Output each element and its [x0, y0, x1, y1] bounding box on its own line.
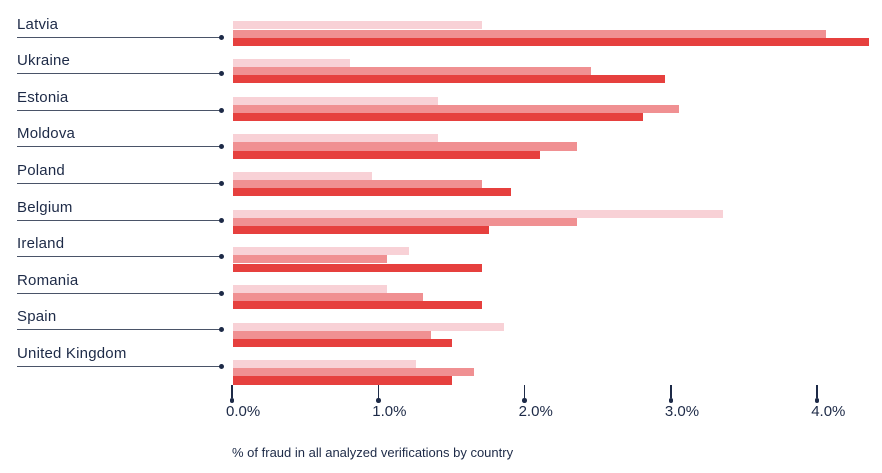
country-label: Latvia: [17, 15, 59, 33]
leader-line: [17, 365, 223, 367]
axis-tick-label: 1.0%: [372, 403, 407, 420]
salmon-bar: [233, 293, 424, 302]
red-bar: [233, 150, 541, 159]
light-pink-bar: [233, 96, 438, 105]
country-label: Ukraine: [17, 52, 71, 70]
axis-tick-dot: [668, 398, 674, 403]
leader-dot: [219, 144, 224, 150]
red-bar: [233, 263, 482, 272]
salmon-bar: [233, 255, 387, 264]
country-label: Estonia: [17, 88, 69, 106]
axis-tick-dot: [229, 398, 235, 403]
light-pink-bar: [233, 284, 387, 294]
light-pink-bar: [233, 322, 504, 331]
country-label: Ireland: [17, 235, 65, 253]
axis-tick-label: 3.0%: [664, 403, 700, 420]
axis-tick-label: 0.0%: [226, 403, 261, 420]
salmon-bar: [233, 330, 431, 339]
red-bar: [233, 37, 870, 46]
country-label: United Kingdom: [17, 344, 127, 362]
leader-line: [17, 146, 223, 148]
leader-line: [17, 329, 223, 331]
red-bar: [233, 112, 643, 121]
light-pink-bar: [233, 247, 409, 256]
axis-tick-dot: [814, 398, 820, 403]
salmon-bar: [233, 180, 482, 189]
leader-line: [17, 36, 223, 38]
leader-dot: [219, 217, 224, 223]
country-label: Poland: [17, 162, 65, 179]
red-bar: [233, 225, 490, 234]
axis-tick-dot: [376, 398, 381, 403]
red-bar: [233, 338, 453, 347]
axis-tick: [523, 385, 526, 398]
axis-tick-label: 2.0%: [518, 403, 553, 420]
leader-line: [17, 183, 223, 184]
red-bar: [233, 188, 511, 197]
light-pink-bar: [233, 134, 438, 143]
country-label: Spain: [17, 308, 57, 326]
salmon-bar: [233, 217, 577, 226]
axis-caption: % of fraud in all analyzed verifications…: [232, 445, 514, 460]
leader-dot: [219, 107, 224, 113]
salmon-bar: [233, 67, 592, 76]
red-bar: [233, 301, 482, 310]
light-pink-bar: [233, 209, 724, 218]
leader-line: [17, 292, 223, 294]
country-label: Belgium: [17, 198, 73, 216]
leader-dot: [219, 34, 224, 40]
leader-dot: [219, 363, 224, 369]
axis-tick: [670, 385, 672, 398]
leader-line: [17, 109, 223, 111]
leader-dot: [219, 327, 224, 333]
light-pink-bar: [233, 21, 482, 30]
leader-dot: [219, 290, 224, 296]
axis-tick: [377, 385, 380, 398]
leader-dot: [219, 71, 224, 77]
country-label: Moldova: [17, 125, 76, 143]
leader-line: [17, 73, 223, 75]
light-pink-bar: [233, 360, 416, 369]
salmon-bar: [233, 142, 577, 151]
light-pink-bar: [233, 172, 372, 181]
leader-dot: [219, 181, 224, 186]
red-bar: [233, 376, 453, 385]
leader-dot: [219, 254, 224, 260]
axis-tick: [231, 385, 233, 398]
salmon-bar: [233, 29, 826, 38]
axis-tick: [816, 385, 818, 398]
salmon-bar: [233, 104, 680, 113]
axis-tick-dot: [522, 398, 527, 403]
leader-line: [17, 256, 223, 258]
red-bar: [233, 75, 665, 84]
light-pink-bar: [233, 59, 351, 68]
axis-tick-label: 4.0%: [811, 403, 846, 420]
country-label: Romania: [17, 271, 79, 289]
salmon-bar: [233, 368, 475, 377]
leader-line: [17, 219, 223, 221]
